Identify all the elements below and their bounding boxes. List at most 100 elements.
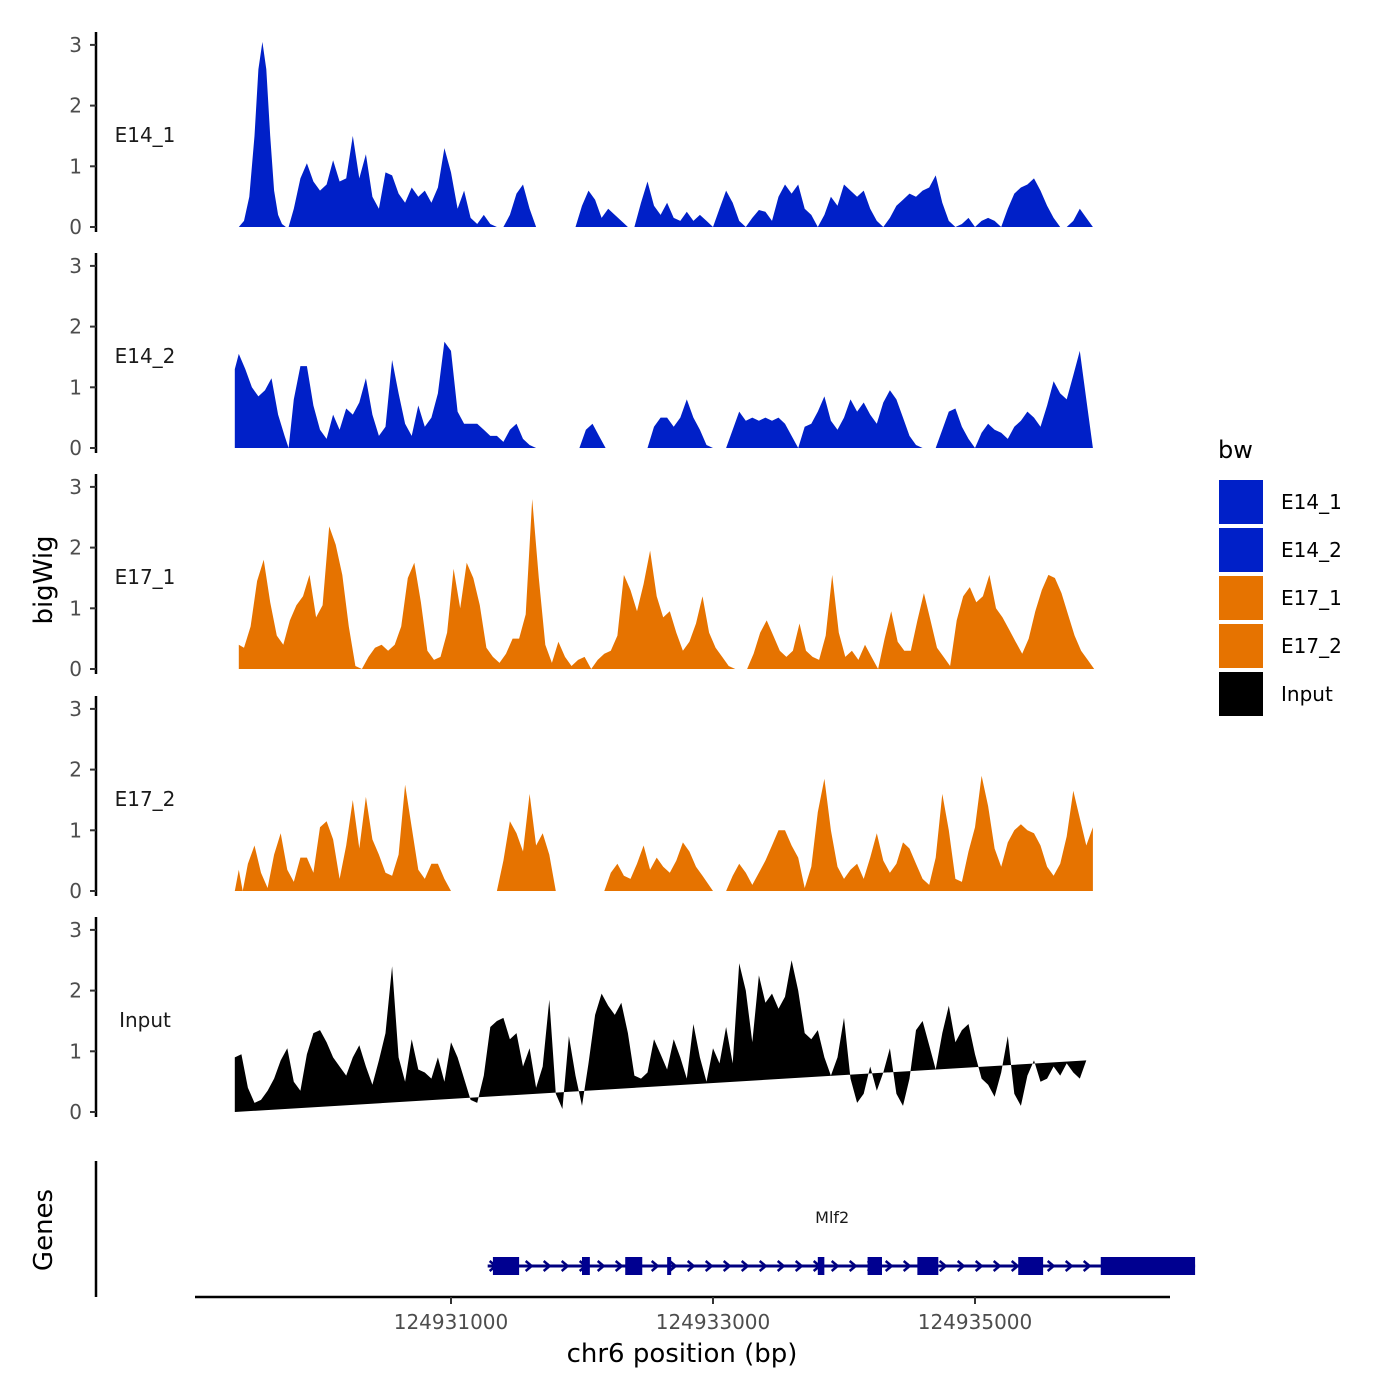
strand-arrow — [776, 1260, 786, 1272]
legend-item: Input — [1219, 672, 1333, 716]
strand-arrow — [542, 1260, 552, 1272]
strand-arrow — [758, 1260, 768, 1272]
legend-swatch — [1219, 672, 1263, 716]
y-tick-label: 0 — [69, 436, 82, 460]
track-label: E14_2 — [115, 344, 176, 368]
strand-arrow — [794, 1260, 804, 1272]
y-tick-label: 2 — [69, 758, 82, 782]
legend-item: E17_1 — [1219, 576, 1342, 620]
gene-exon — [817, 1257, 825, 1275]
legend-label: E14_1 — [1281, 490, 1342, 514]
y-tick-label: 0 — [69, 1100, 82, 1124]
y-tick-label: 1 — [69, 1039, 82, 1063]
coverage-area-segment — [288, 135, 497, 227]
legend-label: E14_2 — [1281, 538, 1342, 562]
tracks-area: 0 1 2 3 E14_1 0 1 2 3 E14_2 0 1 2 3 E17_1 0 1 2 3 E17_2 0 1 2 3… — [69, 32, 1113, 1124]
legend-swatch — [1219, 624, 1263, 668]
strand-arrow — [704, 1260, 714, 1272]
coverage-area-segment — [726, 775, 1093, 891]
coverage-area-segment — [238, 41, 289, 228]
coverage-area-segment — [503, 184, 537, 227]
coverage-area-segment — [747, 574, 1095, 669]
coverage-area-segment — [238, 499, 736, 669]
y-tick-label: 1 — [69, 375, 82, 399]
coverage-area-segment — [975, 350, 1093, 448]
y-tick-label: 3 — [69, 254, 82, 278]
coverage-area-segment — [288, 341, 543, 448]
strand-arrow — [1010, 1260, 1020, 1272]
strand-arrow — [1082, 1260, 1092, 1272]
strand-arrow — [974, 1260, 984, 1272]
coverage-area-segment — [234, 960, 1087, 1112]
x-axis: 124931000 124933000 124935000 chr6 positio… — [195, 1295, 1170, 1369]
y-tick-label: 2 — [69, 315, 82, 339]
y-tick-label: 3 — [69, 918, 82, 942]
x-axis-title: chr6 position (bp) — [567, 1339, 798, 1369]
gene-exon — [1018, 1257, 1044, 1275]
gene-exon — [867, 1257, 882, 1275]
strand-arrow — [956, 1260, 966, 1272]
track-e14_2: 0 1 2 3 E14_2 — [69, 253, 1093, 460]
genes-panel: Mlf2 — [94, 1161, 1196, 1297]
coverage-area-segment — [647, 399, 713, 448]
coverage-area-segment — [634, 181, 903, 227]
strand-arrow — [830, 1260, 840, 1272]
legend-label: E17_1 — [1281, 586, 1342, 610]
legend-swatch — [1219, 528, 1263, 572]
y-axis-title: bigWig — [29, 535, 59, 624]
legend-label: Input — [1281, 682, 1333, 706]
y-tick-label: 2 — [69, 94, 82, 118]
coverage-area-segment — [798, 390, 923, 448]
legend-item: E17_2 — [1219, 624, 1342, 668]
y-tick-label: 1 — [69, 818, 82, 842]
track-label: E17_1 — [115, 565, 176, 589]
gene-name-label: Mlf2 — [815, 1208, 849, 1227]
x-tick-label: 124933000 — [656, 1310, 771, 1334]
track-input: 0 1 2 3 Input — [69, 917, 1087, 1124]
strand-arrow — [668, 1260, 678, 1272]
legend-label: E17_2 — [1281, 634, 1342, 658]
genes-axis-title: Genes — [29, 1189, 59, 1271]
strand-arrow — [650, 1260, 660, 1272]
coverage-area-segment — [975, 178, 1113, 227]
track-e17_2: 0 1 2 3 E17_2 — [69, 696, 1093, 903]
y-tick-label: 2 — [69, 536, 82, 560]
strand-arrow — [902, 1260, 912, 1272]
strand-arrow — [1064, 1260, 1074, 1272]
track-label: E17_2 — [115, 787, 176, 811]
strand-arrow — [740, 1260, 750, 1272]
legend-item: E14_2 — [1219, 528, 1342, 572]
strand-arrow — [560, 1260, 570, 1272]
coverage-area-segment — [496, 793, 556, 891]
strand-arrow — [884, 1260, 894, 1272]
strand-arrow — [848, 1260, 858, 1272]
coverage-area-segment — [579, 423, 606, 448]
legend-items: E14_1 E14_2 E17_1 E17_2 Input — [1219, 480, 1342, 716]
track-e14_1: 0 1 2 3 E14_1 — [69, 32, 1113, 239]
gene-exon — [625, 1257, 643, 1275]
coverage-area-segment — [903, 175, 975, 227]
gene-exon — [582, 1257, 590, 1275]
x-ticks: 124931000 124933000 124935000 — [394, 1297, 1032, 1334]
legend-item: E14_1 — [1219, 480, 1342, 524]
gene-exon — [917, 1257, 939, 1275]
y-tick-label: 0 — [69, 879, 82, 903]
y-tick-label: 3 — [69, 33, 82, 57]
x-tick-label: 124931000 — [394, 1310, 509, 1334]
strand-arrow — [1046, 1260, 1056, 1272]
coverage-area-segment — [242, 784, 491, 891]
y-tick-label: 3 — [69, 475, 82, 499]
coverage-area-segment — [234, 353, 289, 448]
legend-swatch — [1219, 576, 1263, 620]
coverage-area-segment — [935, 408, 975, 448]
track-e17_1: 0 1 2 3 E17_1 — [69, 474, 1095, 681]
y-tick-label: 0 — [69, 657, 82, 681]
strand-arrow — [686, 1260, 696, 1272]
y-tick-label: 1 — [69, 596, 82, 620]
gene-exon — [667, 1257, 672, 1275]
legend-title: bw — [1218, 436, 1253, 464]
coverage-area-segment — [575, 190, 628, 227]
gene-exon — [1100, 1257, 1196, 1275]
legend: bw E14_1 E14_2 E17_1 E17_2 Input — [1218, 436, 1342, 716]
